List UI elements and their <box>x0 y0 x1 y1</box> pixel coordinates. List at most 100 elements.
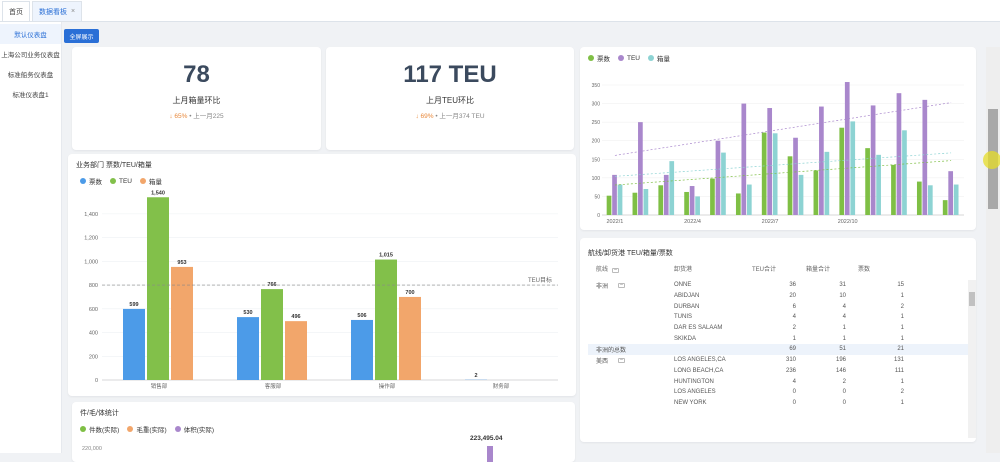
kpi-value: 117 TEU <box>326 61 574 89</box>
tab-dashboard[interactable]: 数据看板× <box>32 1 82 21</box>
x-tick-label: 客服部 <box>265 382 282 390</box>
port-cell: NEW YORK <box>674 400 707 406</box>
data-label: 1,540 <box>151 190 165 196</box>
x-tick-label: 2022/4 <box>684 219 701 225</box>
dept-bar-chart: 02004006008001,0001,2001,4005991,540953销… <box>68 154 576 396</box>
table-scroll-thumb[interactable] <box>969 292 975 306</box>
y-tick-label: 350 <box>592 83 601 89</box>
bar <box>865 148 870 215</box>
header-box[interactable]: 箱量合计 <box>806 264 830 273</box>
box-cell: 146 <box>836 368 846 374</box>
header-count[interactable]: 票数 <box>858 264 870 273</box>
teu-cell: 20 <box>789 293 796 299</box>
bar <box>814 170 819 215</box>
data-label: 1,015 <box>379 253 393 259</box>
bar <box>902 130 907 215</box>
table-scrollbar[interactable] <box>968 280 976 438</box>
collapse-icon[interactable]: – <box>618 358 625 363</box>
legend-item[interactable]: 体积(实际) <box>175 424 214 434</box>
target-label: TEU目标 <box>528 276 552 284</box>
bar <box>237 317 259 380</box>
bar <box>710 179 715 215</box>
bar <box>285 321 307 380</box>
port-cell: ONNE <box>674 282 691 288</box>
bar <box>793 138 798 215</box>
bar <box>607 196 612 215</box>
bar <box>741 104 746 215</box>
header-teu[interactable]: TEU合计 <box>752 264 776 273</box>
sidebar-item-shanghai[interactable]: 上海公司业务仪表盘 <box>0 44 61 64</box>
bar <box>351 320 373 380</box>
bar <box>123 309 145 380</box>
tab-home[interactable]: 首页 <box>2 1 30 21</box>
fullscreen-button[interactable]: 全屏展示 <box>64 29 99 43</box>
data-label: 700 <box>405 290 414 296</box>
weight-chart-legend: 件数(实际) 毛重(实际) 体积(实际) <box>80 424 214 434</box>
arrow-down-icon: ↓ <box>415 113 418 120</box>
port-cell: LOS ANGELES,CA <box>674 357 726 363</box>
y-tick-label: 300 <box>592 102 601 108</box>
route-cell: 非洲 <box>596 281 608 290</box>
sidebar-item-default[interactable]: 默认仪表盘 <box>0 24 61 44</box>
legend-item[interactable]: 件数(实际) <box>80 424 119 434</box>
data-label: 2 <box>474 373 477 379</box>
teu-cell: 0 <box>793 389 796 395</box>
bar <box>891 165 896 215</box>
count-cell: 1 <box>901 293 904 299</box>
box-cell: 0 <box>843 389 846 395</box>
box-cell: 51 <box>839 346 846 352</box>
legend-dot <box>175 426 181 432</box>
bar <box>147 197 169 380</box>
route-table-card: 航线/卸货港 TEU/箱量/票数 航线– 卸货港 TEU合计 箱量合计 票数 非… <box>580 238 976 442</box>
y-tick-label: 200 <box>89 354 98 360</box>
header-route[interactable]: 航线– <box>596 264 619 273</box>
legend-dot <box>80 426 86 432</box>
x-tick-label: 财务部 <box>493 382 510 390</box>
sidebar-item-standard1[interactable]: 标准仪表盘1 <box>0 84 61 104</box>
bar <box>399 297 421 380</box>
weight-chart-card: 件/毛/体统计 件数(实际) 毛重(实际) 体积(实际) 220,000 223… <box>72 402 575 462</box>
sidebar-item-shipping[interactable]: 标准船务仪表盘 <box>0 64 61 84</box>
bar <box>618 185 623 215</box>
bar <box>721 153 726 215</box>
y-tick-label: 1,000 <box>84 259 98 265</box>
bar <box>845 82 850 215</box>
kpi-prev: 上一月225 <box>193 113 223 120</box>
kpi-sub: ↓ 69% • 上一月374 TEU <box>326 110 574 120</box>
close-icon[interactable]: × <box>71 8 75 15</box>
teu-cell: 2 <box>793 325 796 331</box>
header-port[interactable]: 卸货港 <box>674 264 692 273</box>
weight-ytick: 220,000 <box>82 446 102 452</box>
collapse-icon[interactable]: – <box>612 268 619 273</box>
bar <box>261 289 283 380</box>
page-scrollbar[interactable] <box>986 47 1000 453</box>
weight-chart-title: 件/毛/体统计 <box>80 408 119 418</box>
port-cell: LONG BEACH,CA <box>674 368 723 374</box>
box-cell: 4 <box>843 314 846 320</box>
arrow-down-icon: ↓ <box>169 113 172 120</box>
collapse-icon[interactable]: – <box>618 283 625 288</box>
bar <box>695 196 700 215</box>
x-tick-label: 操作部 <box>379 382 396 390</box>
tab-bar: 首页 数据看板× <box>0 0 1000 22</box>
route-cell: 美西 <box>596 356 608 365</box>
bar <box>638 122 643 215</box>
legend-item[interactable]: 毛重(实际) <box>127 424 166 434</box>
bar <box>788 156 793 215</box>
count-cell: 1 <box>901 336 904 342</box>
tab-home-label: 首页 <box>9 7 23 17</box>
bar <box>954 185 959 215</box>
